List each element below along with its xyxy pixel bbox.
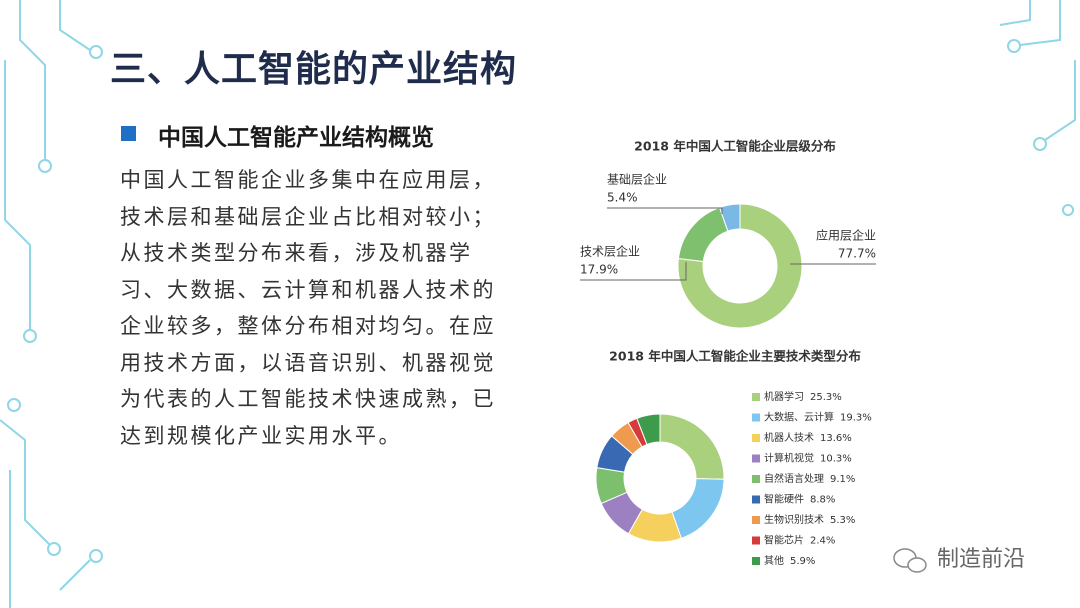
legend-swatch (752, 434, 760, 442)
leader-line (607, 207, 723, 214)
bullet (121, 126, 136, 141)
wechat-icon (907, 557, 927, 573)
legend-swatch (752, 393, 760, 401)
slice-value-label: 77.7% (838, 247, 876, 261)
legend-swatch (752, 495, 760, 504)
legend-label: 自然语言处理 9.1% (764, 472, 855, 485)
legend-value: 10.3% (820, 454, 852, 465)
donut-slice (677, 206, 729, 263)
legend-name: 机器学习 (764, 390, 804, 403)
legend-swatch (752, 536, 760, 545)
donut-slice (677, 203, 803, 329)
legend-value: 5.3% (830, 515, 855, 526)
legend-label: 大数据、云计算 19.3% (764, 411, 872, 424)
legend-name: 智能芯片 (764, 534, 804, 547)
chart-title: 2018 年中国人工智能企业主要技术类型分布 (609, 349, 861, 364)
legend-value: 25.3% (810, 392, 842, 403)
legend-value: 5.9% (790, 556, 815, 567)
slice-label: 应用层企业 (816, 228, 876, 243)
legend-label: 机器人技术 13.6% (764, 431, 852, 444)
legend-swatch (752, 475, 760, 483)
donut-slice (659, 413, 725, 480)
slice-label: 基础层企业 (607, 172, 667, 187)
legend-value: 19.3% (840, 413, 872, 424)
slide-subtitle: 中国人工智能产业结构概览 (158, 125, 434, 151)
legend-name: 计算机视觉 (764, 452, 814, 465)
slice-value-label: 5.4% (607, 191, 638, 205)
watermark: 制造前沿 (937, 547, 1025, 572)
legend-label: 计算机视觉 10.3% (764, 452, 852, 465)
legend-label: 生物识别技术 5.3% (764, 513, 855, 526)
legend-name: 生物识别技术 (764, 513, 824, 526)
slide-title: 三、人工智能的产业结构 (110, 48, 518, 90)
donut-slice (671, 478, 725, 539)
legend-label: 机器学习 25.3% (764, 390, 842, 403)
legend-swatch (752, 413, 760, 422)
slice-label: 技术层企业 (580, 244, 640, 259)
legend-name: 智能硬件 (764, 493, 804, 506)
donut-slice (636, 413, 661, 446)
legend-label: 其他 5.9% (764, 554, 815, 567)
legend-swatch (752, 557, 760, 565)
chart-title: 2018 年中国人工智能企业层级分布 (634, 139, 836, 154)
legend-name: 大数据、云计算 (764, 411, 834, 424)
legend-name: 其他 (764, 554, 784, 567)
legend-value: 8.8% (810, 495, 835, 506)
body-text: 中国人工智能企业多集中在应用层，技术层和基础层企业占比相对较小；从技术类型分布来… (120, 168, 496, 448)
legend-label: 智能芯片 2.4% (764, 534, 835, 547)
leader-line (580, 262, 687, 281)
legend-value: 13.6% (820, 433, 852, 444)
legend-name: 机器人技术 (764, 431, 814, 444)
legend-swatch (752, 454, 760, 463)
legend-name: 自然语言处理 (764, 472, 824, 485)
legend-value: 9.1% (830, 474, 855, 485)
slice-value-label: 17.9% (580, 263, 618, 277)
donut-slice (718, 203, 741, 232)
legend-value: 2.4% (810, 536, 835, 547)
legend-label: 智能硬件 8.8% (764, 493, 835, 506)
legend-swatch (752, 516, 760, 524)
